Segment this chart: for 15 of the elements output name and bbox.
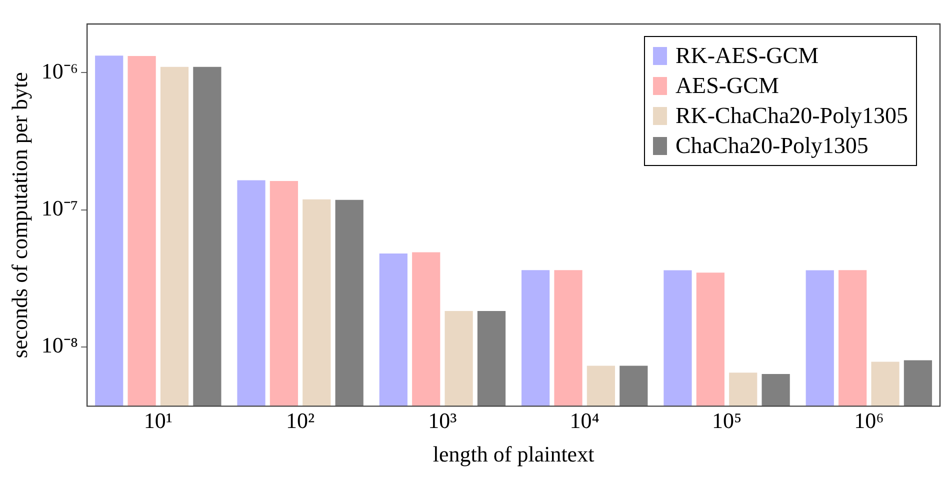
legend-label: RK-ChaCha20-Poly1305 — [675, 102, 908, 130]
y-tick-label: 10⁻⁸ — [41, 332, 78, 358]
x-tick-label: 10¹ — [144, 408, 172, 434]
x-tick-label: 10⁵ — [712, 408, 742, 434]
y-tick-label: 10⁻⁶ — [41, 58, 78, 84]
x-tick-label: 10⁶ — [854, 408, 884, 434]
x-axis-title: length of plaintext — [432, 442, 594, 467]
y-axis-title: seconds of computation per byte — [6, 72, 32, 358]
legend-label: AES-GCM — [675, 72, 779, 100]
legend-label: ChaCha20-Poly1305 — [675, 132, 868, 160]
x-tick-label: 10⁴ — [570, 408, 600, 434]
x-tick-label: 10³ — [428, 408, 458, 434]
y-tick-label: 10⁻⁷ — [41, 196, 78, 221]
legend-label: RK-AES-GCM — [675, 42, 819, 70]
x-tick-label: 10² — [286, 408, 315, 434]
